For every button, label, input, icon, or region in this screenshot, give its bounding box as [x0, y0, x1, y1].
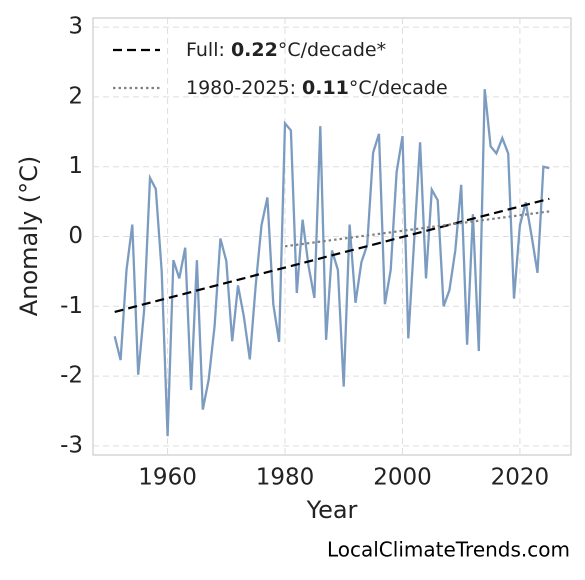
legend-label-part: 0.11 — [302, 77, 349, 99]
legend-label-part: °C/decade* — [278, 39, 386, 61]
credit: LocalClimateTrends.com — [327, 538, 570, 562]
x-tick-label: 1980 — [256, 465, 315, 491]
legend-label: 1980-2025: 0.11°C/decade — [186, 77, 448, 99]
y-tick-label: -2 — [60, 363, 83, 389]
y-tick-label: 0 — [68, 223, 83, 249]
trend-line — [114, 197, 550, 313]
y-tick-label: -1 — [60, 293, 83, 319]
x-axis-label: Year — [306, 496, 358, 524]
y-tick-label: 1 — [68, 153, 83, 179]
data-line — [113, 89, 550, 437]
y-tick-label: 2 — [68, 83, 83, 109]
x-tick-label: 1960 — [138, 465, 197, 491]
legend-label-part: 0.22 — [231, 39, 278, 61]
x-tick-label: 2020 — [491, 465, 550, 491]
trend-line — [284, 210, 550, 248]
legend-label: Full: 0.22°C/decade* — [186, 39, 386, 61]
x-tick-label: 2000 — [373, 465, 432, 491]
legend-label-part: 1980-2025: — [186, 77, 302, 99]
y-tick-label: 3 — [68, 14, 83, 40]
y-tick-label: -3 — [60, 432, 83, 458]
legend-label-part: Full: — [186, 39, 231, 61]
legend-label-part: °C/decade — [349, 77, 448, 99]
y-axis-label: Anomaly (°C) — [15, 156, 43, 316]
